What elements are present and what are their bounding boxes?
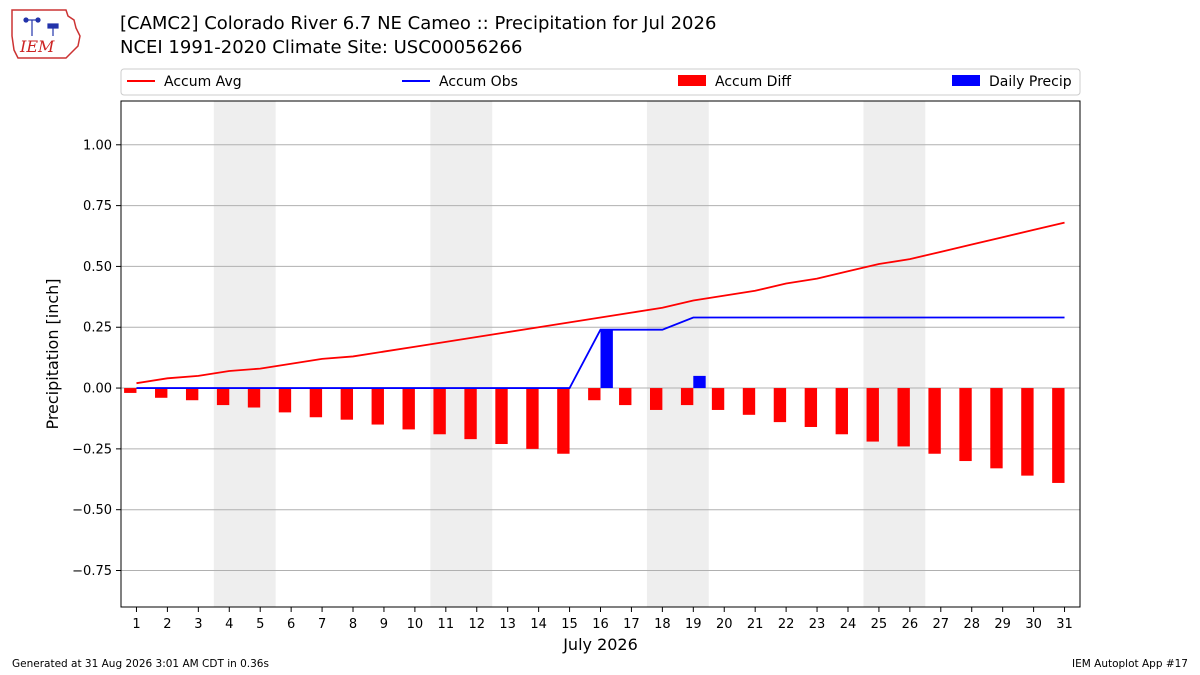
accum-diff-bar <box>1052 388 1065 483</box>
accum-diff-bar <box>835 388 848 435</box>
accum-diff-bar <box>990 388 1003 469</box>
weekend-shade <box>213 101 276 607</box>
logo-text: IEM <box>19 37 55 56</box>
title-line-1: [CAMC2] Colorado River 6.7 NE Cameo :: P… <box>120 13 717 34</box>
x-tick-label: 13 <box>499 617 516 632</box>
app-label: IEM Autoplot App #17 <box>1072 658 1188 670</box>
accum-diff-bar <box>464 388 477 440</box>
x-tick-label: 24 <box>840 617 857 632</box>
x-tick-label: 21 <box>747 617 764 632</box>
accum-diff-bar <box>278 388 292 413</box>
x-tick-label: 23 <box>809 617 826 632</box>
x-tick-label: 8 <box>349 617 357 632</box>
generated-timestamp: Generated at 31 Aug 2026 3:01 AM CDT in … <box>12 658 269 670</box>
accum-diff-bar <box>557 388 570 454</box>
x-tick-label: 29 <box>994 617 1011 632</box>
x-tick-label: 14 <box>530 617 547 632</box>
x-tick-label: 19 <box>685 617 702 632</box>
accum-diff-bar <box>155 388 168 398</box>
y-tick-label: 0.75 <box>83 199 112 214</box>
chart-title: [CAMC2] Colorado River 6.7 NE Cameo :: P… <box>120 12 716 60</box>
x-tick-label: 26 <box>902 617 919 632</box>
plot-frame <box>120 100 1081 608</box>
x-tick-label: 20 <box>716 617 733 632</box>
y-tick-label: 0.00 <box>83 382 112 397</box>
accum-diff-bar <box>711 388 725 410</box>
y-tick-label: −0.50 <box>72 503 112 518</box>
weekend-shade <box>430 101 493 607</box>
accum-diff-bar <box>495 388 508 445</box>
accum-diff-bar <box>1021 388 1034 476</box>
accum-avg-line <box>136 221 1065 385</box>
accum-diff-bar <box>619 388 632 406</box>
x-tick-label: 6 <box>287 617 295 632</box>
daily-precip-bar <box>693 375 706 389</box>
accum-diff-bar <box>340 388 354 420</box>
x-axis-label: July 2026 <box>562 635 638 654</box>
accum-diff-bar <box>928 388 941 454</box>
weather-station-icon <box>23 17 59 36</box>
accum-diff-bar <box>649 388 663 410</box>
accum-diff-bar <box>309 388 323 418</box>
accum-diff-bar <box>402 388 415 430</box>
x-tick-label: 22 <box>778 617 795 632</box>
x-tick-label: 17 <box>623 617 640 632</box>
x-tick-label: 4 <box>225 617 233 632</box>
legend-label: Accum Obs <box>439 74 518 90</box>
title-line-2: NCEI 1991-2020 Climate Site: USC00056266 <box>120 37 523 58</box>
x-tick-label: 2 <box>163 617 171 632</box>
accum-diff-bar <box>371 388 384 425</box>
accum-diff-bar <box>526 388 539 449</box>
daily-precip-bar <box>600 329 613 389</box>
accum-diff-bar <box>433 388 446 435</box>
x-tick-label: 16 <box>592 617 609 632</box>
accum-diff-bar <box>588 388 601 401</box>
accum-diff-bar <box>216 388 230 406</box>
weekend-shade <box>646 101 709 607</box>
legend-swatch <box>952 75 980 86</box>
y-axis-label: Precipitation [inch] <box>43 278 62 429</box>
legend-box <box>120 68 1081 96</box>
accum-diff-bar <box>680 388 694 406</box>
accum-diff-bar <box>124 388 137 393</box>
x-tick-label: 9 <box>380 617 388 632</box>
x-tick-label: 27 <box>933 617 950 632</box>
y-tick-label: 0.50 <box>83 260 112 275</box>
accum-obs-line <box>136 316 1065 389</box>
x-tick-label: 11 <box>438 617 455 632</box>
y-tick-label: 1.00 <box>83 138 112 153</box>
x-tick-label: 30 <box>1025 617 1042 632</box>
accum-diff-bar <box>866 388 879 442</box>
accum-diff-bar <box>247 388 261 408</box>
x-tick-label: 7 <box>318 617 326 632</box>
accum-diff-bar <box>804 388 818 427</box>
legend-label: Accum Diff <box>715 74 791 90</box>
x-tick-label: 1 <box>132 617 140 632</box>
legend-label: Accum Avg <box>164 74 242 90</box>
x-tick-label: 28 <box>963 617 980 632</box>
accum-diff-bar <box>959 388 972 462</box>
x-tick-label: 18 <box>654 617 671 632</box>
accum-diff-bar <box>897 388 910 447</box>
y-tick-label: 0.25 <box>83 321 112 336</box>
weekend-shade <box>863 101 926 607</box>
x-tick-label: 25 <box>871 617 888 632</box>
x-tick-label: 15 <box>561 617 578 632</box>
legend-swatch <box>678 75 706 86</box>
accum-diff-bar <box>742 388 756 415</box>
accum-diff-bar <box>773 388 787 423</box>
x-tick-label: 5 <box>256 617 264 632</box>
x-tick-label: 3 <box>194 617 202 632</box>
x-tick-label: 31 <box>1056 617 1073 632</box>
accum-diff-bar <box>185 388 199 401</box>
iem-logo: IEM <box>11 9 81 59</box>
legend-label: Daily Precip <box>989 74 1072 90</box>
x-tick-label: 10 <box>407 617 424 632</box>
x-tick-label: 12 <box>468 617 485 632</box>
y-tick-label: −0.75 <box>72 564 112 579</box>
y-tick-label: −0.25 <box>72 442 112 457</box>
